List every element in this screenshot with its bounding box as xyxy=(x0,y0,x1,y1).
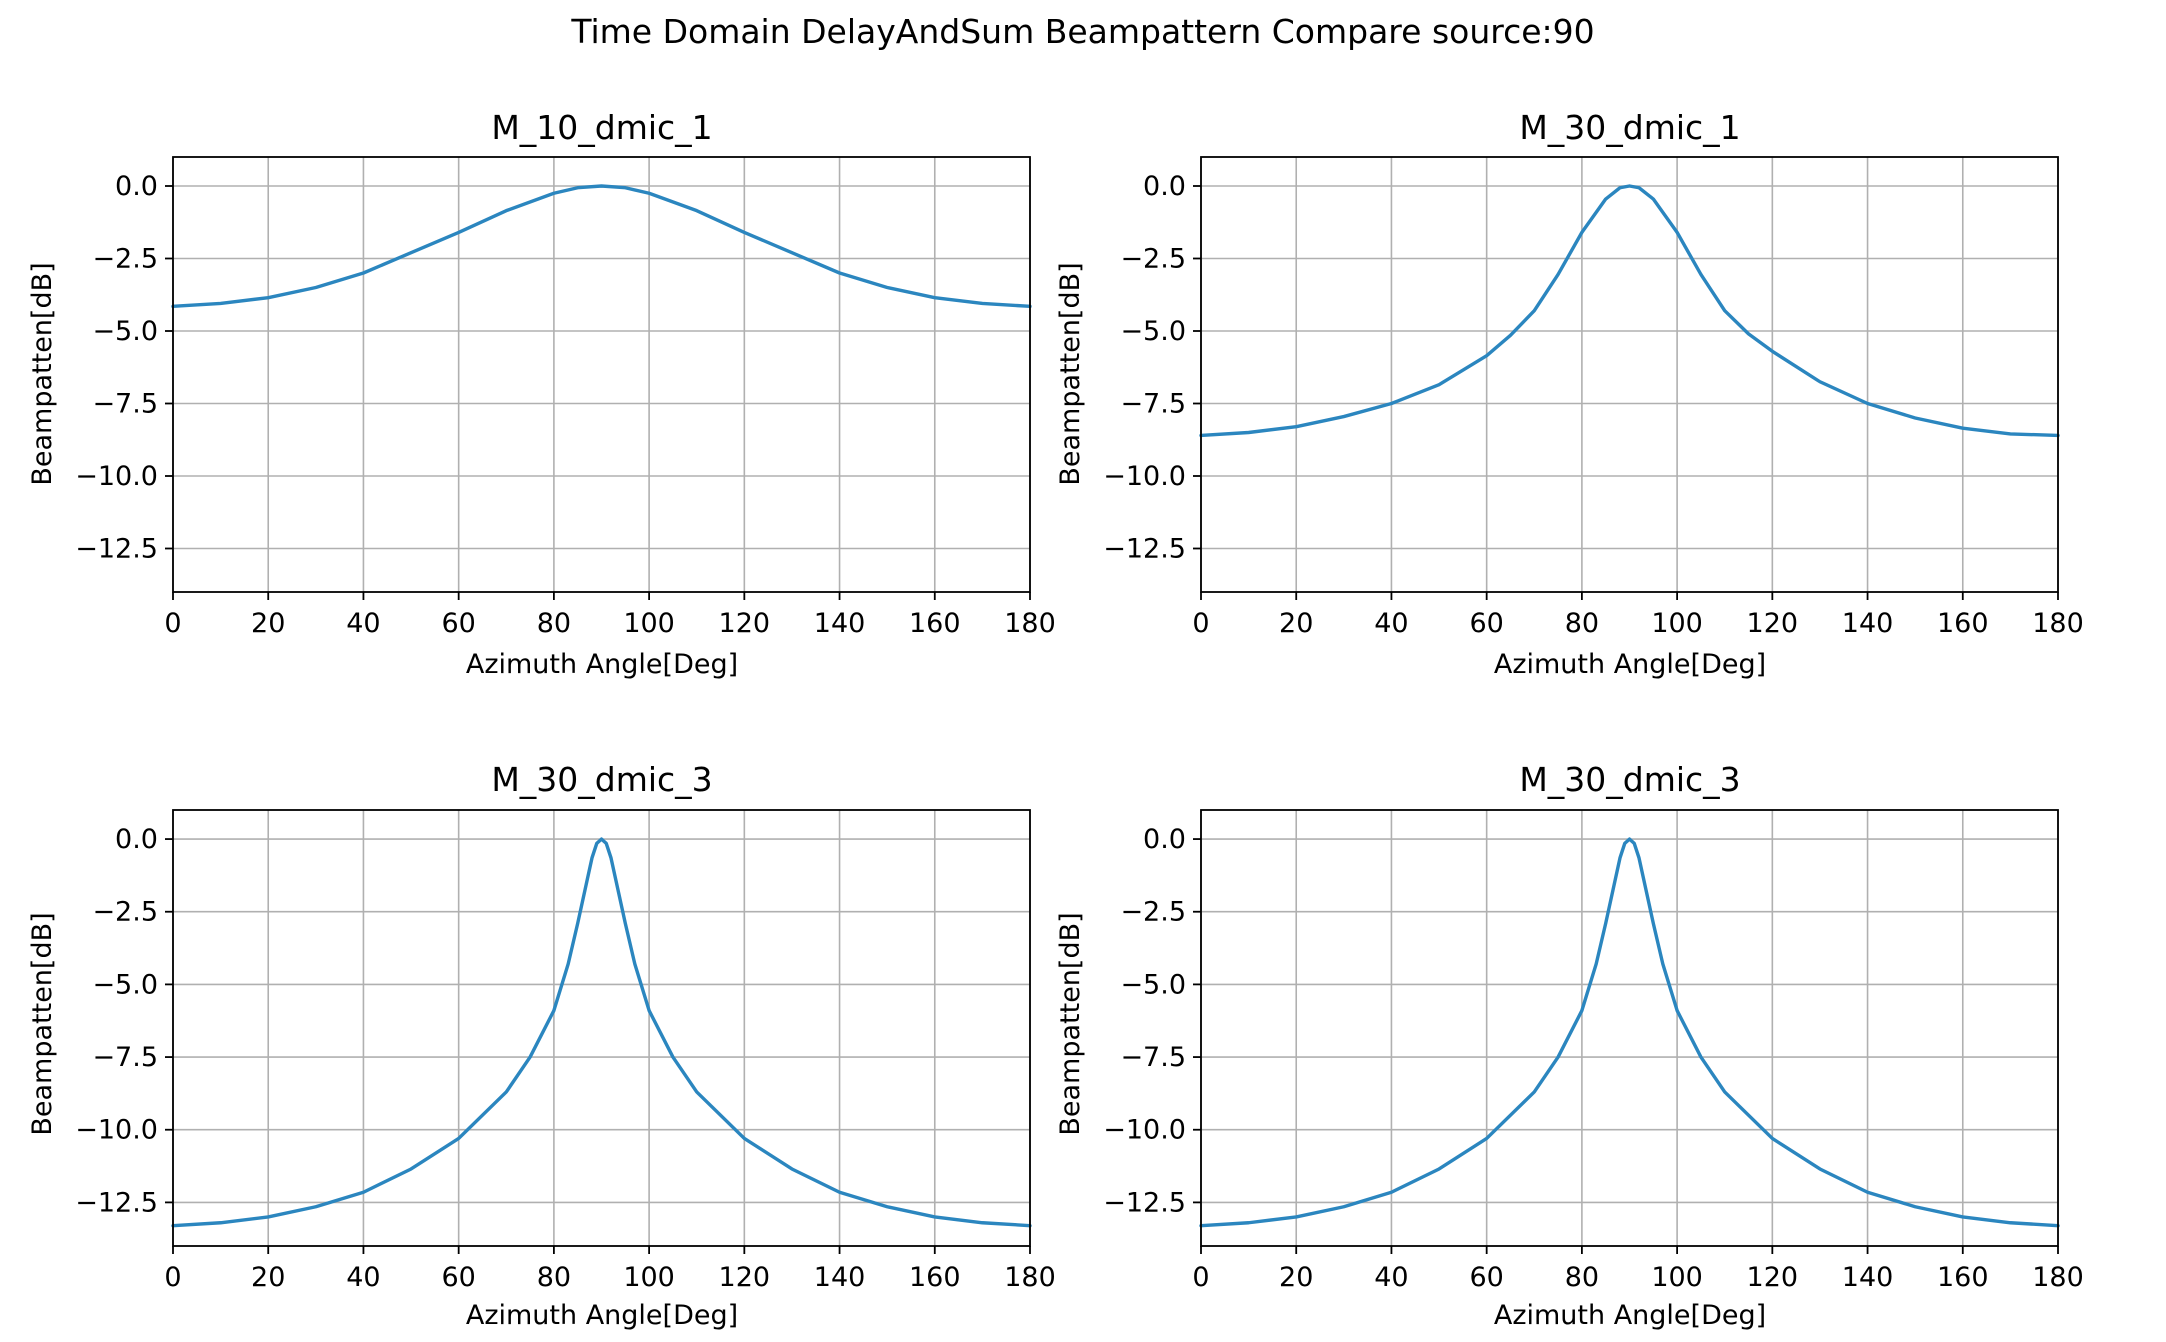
x-tick-label: 100 xyxy=(1651,608,1703,639)
subplot-title: M_30_dmic_3 xyxy=(1519,760,1740,799)
y-tick-label: −5.0 xyxy=(1120,316,1186,347)
y-tick-label: −5.0 xyxy=(92,969,158,1000)
y-tick-label: −7.5 xyxy=(1120,1042,1186,1073)
x-tick-label: 100 xyxy=(623,608,675,639)
x-tick-label: 20 xyxy=(251,1262,285,1293)
x-tick-label: 60 xyxy=(1469,608,1503,639)
series-line xyxy=(171,837,1032,1228)
x-tick-label: 0 xyxy=(164,1262,181,1293)
y-tick-label: −10.0 xyxy=(75,1115,158,1146)
x-tick-label: 80 xyxy=(537,608,571,639)
series-line xyxy=(171,184,1032,309)
x-tick-label: 100 xyxy=(1651,1262,1703,1293)
x-tick-label: 60 xyxy=(441,608,475,639)
x-tick-label: 60 xyxy=(441,1262,475,1293)
x-tick-label: 20 xyxy=(1279,1262,1313,1293)
y-tick-label: −2.5 xyxy=(92,244,158,275)
x-tick-label: 160 xyxy=(1937,608,1989,639)
x-tick-label: 180 xyxy=(1004,608,1056,639)
y-tick-label: −5.0 xyxy=(92,316,158,347)
x-tick-label: 120 xyxy=(1747,1262,1799,1293)
y-axis-label: Beampatten[dB] xyxy=(1055,262,1086,485)
y-tick-label: 0.0 xyxy=(1143,171,1186,202)
x-axis-label: Azimuth Angle[Deg] xyxy=(466,1300,738,1331)
x-tick-label: 180 xyxy=(2032,608,2084,639)
x-axis-label: Azimuth Angle[Deg] xyxy=(1494,1300,1766,1331)
y-tick-label: −10.0 xyxy=(75,461,158,492)
x-tick-label: 140 xyxy=(814,1262,866,1293)
x-tick-label: 80 xyxy=(1565,1262,1599,1293)
y-tick-label: −12.5 xyxy=(75,534,158,565)
y-axis-label: Beampatten[dB] xyxy=(27,912,58,1135)
series-line xyxy=(1199,184,2060,438)
x-tick-label: 180 xyxy=(2032,1262,2084,1293)
x-tick-label: 0 xyxy=(1192,1262,1209,1293)
y-tick-label: −2.5 xyxy=(92,897,158,928)
plot-area: 0 20 40 60 80 100 120 140 160 180 0.0 −2.5 −5.0 −7.5 −… xyxy=(1103,156,2084,639)
y-tick-label: 0.0 xyxy=(115,824,158,855)
axes-frame xyxy=(1200,809,2059,1247)
x-tick-label: 40 xyxy=(346,608,380,639)
x-tick-label: 60 xyxy=(1469,1262,1503,1293)
axes-frame xyxy=(172,156,1031,593)
y-tick-label: −2.5 xyxy=(1120,897,1186,928)
y-axis-label: Beampatten[dB] xyxy=(1055,912,1086,1135)
subplot-3: M_30_dmic_3 Azimuth Angle[Deg] Beampatte… xyxy=(27,760,1056,1331)
axes-frame xyxy=(172,809,1031,1247)
subplot-title: M_30_dmic_1 xyxy=(1519,108,1740,147)
y-tick-label: −10.0 xyxy=(1103,461,1186,492)
y-axis-label: Beampatten[dB] xyxy=(27,262,58,485)
figure-suptitle: Time Domain DelayAndSum Beampattern Comp… xyxy=(570,12,1594,51)
plot-area: 0 20 40 60 80 100 120 140 160 180 0.0 −2.5 −5.0 −7.5 −… xyxy=(75,809,1056,1293)
x-tick-label: 40 xyxy=(1374,608,1408,639)
y-tick-label: 0.0 xyxy=(115,171,158,202)
subplot-title: M_30_dmic_3 xyxy=(491,760,712,799)
x-tick-label: 160 xyxy=(1937,1262,1989,1293)
y-tick-label: −12.5 xyxy=(1103,534,1186,565)
x-axis-label: Azimuth Angle[Deg] xyxy=(466,649,738,680)
subplot-1: M_10_dmic_1 Azimuth Angle[Deg] Beampatte… xyxy=(27,108,1056,680)
y-tick-label: −7.5 xyxy=(92,1042,158,1073)
axes-frame xyxy=(1200,156,2059,593)
x-tick-label: 40 xyxy=(1374,1262,1408,1293)
x-tick-label: 140 xyxy=(1842,1262,1894,1293)
x-tick-label: 180 xyxy=(1004,1262,1056,1293)
y-tick-label: −12.5 xyxy=(1103,1187,1186,1218)
x-tick-label: 0 xyxy=(164,608,181,639)
x-tick-label: 140 xyxy=(814,608,866,639)
y-tick-label: −10.0 xyxy=(1103,1115,1186,1146)
plot-area: 0 20 40 60 80 100 120 140 160 180 0.0 −2.5 −5.0 −7.5 −… xyxy=(75,156,1056,639)
x-tick-label: 20 xyxy=(1279,608,1313,639)
x-tick-label: 0 xyxy=(1192,608,1209,639)
x-tick-label: 80 xyxy=(537,1262,571,1293)
x-tick-label: 100 xyxy=(623,1262,675,1293)
subplot-2: M_30_dmic_1 Azimuth Angle[Deg] Beampatte… xyxy=(1055,108,2084,680)
plot-area: 0 20 40 60 80 100 120 140 160 180 0.0 −2.5 −5.0 −7.5 −… xyxy=(1103,809,2084,1293)
x-axis-label: Azimuth Angle[Deg] xyxy=(1494,649,1766,680)
x-tick-label: 40 xyxy=(346,1262,380,1293)
x-tick-label: 160 xyxy=(909,608,961,639)
y-tick-label: −5.0 xyxy=(1120,969,1186,1000)
y-tick-label: −7.5 xyxy=(92,389,158,420)
series-line xyxy=(1199,837,2060,1228)
x-tick-label: 140 xyxy=(1842,608,1894,639)
y-tick-label: 0.0 xyxy=(1143,824,1186,855)
y-tick-label: −2.5 xyxy=(1120,244,1186,275)
x-tick-label: 120 xyxy=(719,1262,771,1293)
y-tick-label: −12.5 xyxy=(75,1187,158,1218)
x-tick-label: 120 xyxy=(719,608,771,639)
y-tick-label: −7.5 xyxy=(1120,389,1186,420)
x-tick-label: 160 xyxy=(909,1262,961,1293)
x-tick-label: 120 xyxy=(1747,608,1799,639)
x-tick-label: 80 xyxy=(1565,608,1599,639)
x-tick-label: 20 xyxy=(251,608,285,639)
subplot-title: M_10_dmic_1 xyxy=(491,108,712,147)
subplot-4: M_30_dmic_3 Azimuth Angle[Deg] Beampatte… xyxy=(1055,760,2084,1331)
